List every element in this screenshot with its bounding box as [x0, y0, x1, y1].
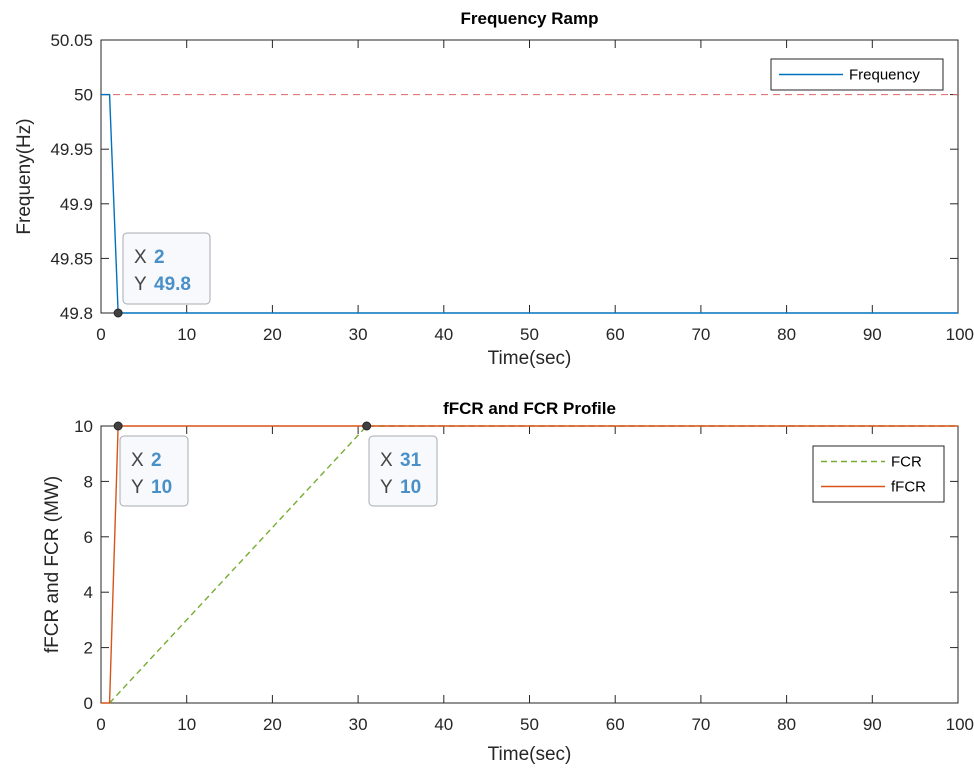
chart-1: 0 10 20 30 40 50 60 70 80 90 100 49.8 49.85 49.9 49.95… — [14, 9, 974, 369]
x-tick-label: 20 — [263, 715, 282, 734]
x-tick-label: 20 — [263, 325, 282, 344]
x-tick-label: 100 — [946, 325, 974, 344]
datatip-x-value: 2 — [151, 450, 162, 471]
x-tick-label: 10 — [177, 715, 196, 734]
x-tick-label: 70 — [691, 325, 710, 344]
x-tick-label: 70 — [691, 715, 710, 734]
y-tick-label: 2 — [84, 639, 93, 658]
x-tick-label: 80 — [777, 325, 796, 344]
y-axis-label: Frequeny(Hz) — [14, 118, 35, 234]
datatip-marker[interactable] — [113, 421, 123, 431]
datatip-x-key: X — [380, 450, 393, 471]
datatip-y-value: 10 — [151, 477, 172, 498]
datatip-y-key: Y — [380, 477, 393, 498]
chart-title: fFCR and FCR Profile — [443, 399, 616, 418]
x-axis-label: Time(sec) — [488, 348, 572, 369]
x-tick-label: 50 — [520, 715, 539, 734]
y-tick-label: 10 — [74, 417, 93, 436]
y-tick-label: 8 — [84, 472, 93, 491]
datatip[interactable]: X 31 Y 10 — [362, 421, 438, 507]
y-axis-label: fFCR and FCR (MW) — [42, 476, 63, 653]
x-tick-label: 100 — [946, 715, 974, 734]
legend-label: FCR — [891, 454, 922, 471]
y-tick-label: 49.85 — [50, 249, 93, 268]
datatip-box — [122, 232, 211, 305]
legend: FCR fFCR — [812, 445, 945, 503]
datatip-box — [119, 435, 189, 507]
x-tick-label: 0 — [96, 715, 105, 734]
x-tick-label: 50 — [520, 325, 539, 344]
datatip-x-key: X — [134, 247, 147, 268]
x-tick-label: 40 — [434, 715, 453, 734]
legend-label: Frequency — [849, 67, 920, 84]
x-tick-label: 40 — [434, 325, 453, 344]
datatip-y-key: Y — [134, 274, 147, 295]
chart-2: 0 10 20 30 40 50 60 70 80 90 100 0 2 4 6 8 10 fFCR and FC… — [42, 399, 974, 765]
x-tick-label: 90 — [863, 325, 882, 344]
x-tick-label: 30 — [349, 715, 368, 734]
datatip-box — [368, 435, 438, 507]
y-tick-label: 49.95 — [50, 140, 93, 159]
datatip-y-value: 10 — [400, 477, 421, 498]
legend-box — [812, 445, 945, 503]
y-tick-label: 50 — [74, 86, 93, 105]
datatip[interactable]: X 2Y 10 — [113, 421, 189, 507]
datatip-y-key: Y — [131, 477, 144, 498]
datatip-x-key: X — [131, 450, 144, 471]
chart-title: Frequency Ramp — [461, 9, 599, 28]
legend: Frequency — [770, 58, 944, 91]
legend-label: fFCR — [891, 479, 926, 496]
datatip-marker[interactable] — [113, 308, 123, 318]
x-axis-label: Time(sec) — [488, 744, 572, 765]
series-line-ffcr — [101, 425, 958, 704]
x-tick-label: 30 — [349, 325, 368, 344]
x-tick-label: 90 — [863, 715, 882, 734]
series-line-frequency — [101, 93, 958, 314]
y-tick-label: 49.8 — [60, 304, 93, 323]
x-tick-label: 60 — [606, 715, 625, 734]
x-tick-label: 60 — [606, 325, 625, 344]
x-tick-label: 10 — [177, 325, 196, 344]
y-tick-label: 50.05 — [50, 31, 93, 50]
datatip-x-value: 2 — [154, 247, 165, 268]
datatip-x-value: 31 — [400, 450, 422, 471]
y-tick-label: 0 — [84, 694, 93, 713]
x-tick-label: 80 — [777, 715, 796, 734]
y-tick-label: 4 — [84, 583, 93, 602]
datatip-marker[interactable] — [362, 421, 372, 431]
y-tick-label: 49.9 — [60, 195, 93, 214]
datatip-y-value: 49.8 — [154, 274, 191, 295]
datatip[interactable]: X 2Y 49.8 — [113, 232, 211, 318]
x-tick-label: 0 — [96, 325, 105, 344]
y-tick-label: 6 — [84, 528, 93, 547]
